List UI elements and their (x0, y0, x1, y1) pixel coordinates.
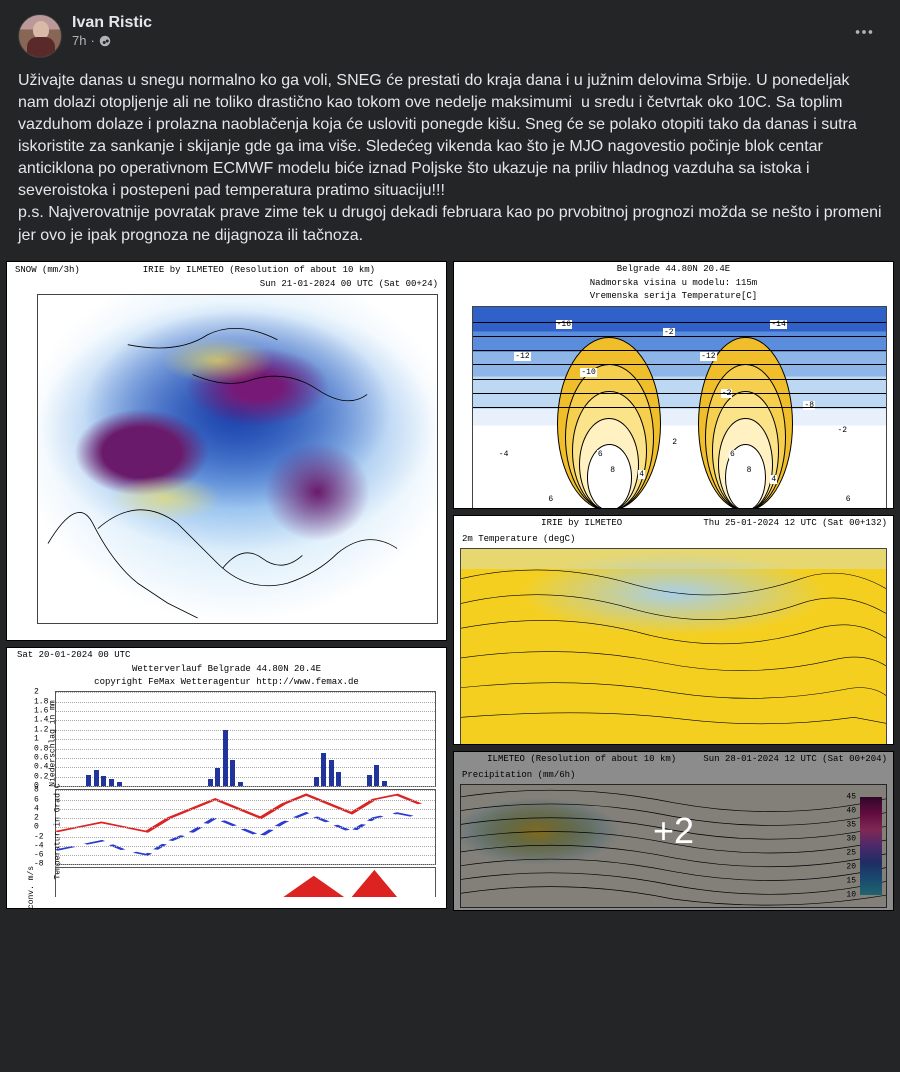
ellipsis-icon (853, 21, 875, 43)
gallery-tile-wetterverlauf[interactable]: Sat 20-01-2024 00 UTC Wetterverlauf Belg… (6, 647, 447, 909)
chart-title: SNOW (mm/3h) IRIE by ILMETEO (Resolution… (7, 262, 446, 280)
post-meta: 7h · (72, 33, 846, 48)
chart-subtitle: Vremenska serija Temperature[C] (454, 289, 893, 303)
chart-title: Sat 20-01-2024 00 UTC (7, 648, 446, 662)
gallery-tile-precip-map[interactable]: ILMETEO (Resolution of about 10 km) Sun … (453, 751, 894, 911)
chart-title: Wetterverlauf Belgrade 44.80N 20.4E (7, 662, 446, 676)
avatar[interactable] (18, 14, 62, 58)
friends-icon (99, 35, 111, 47)
social-post: Ivan Ristic 7h · Uživajte danas u snegu … (0, 0, 900, 247)
post-body: Uživajte danas u snegu normalno ko ga vo… (18, 70, 882, 247)
temperature-panel: Temperatur in Grad C -8-6-4-202468 (55, 789, 436, 865)
temp-map-plot (460, 548, 887, 744)
gallery-tile-temp-contour[interactable]: Belgrade 44.80N 20.4E Nadmorska visina u… (453, 261, 894, 509)
y-label: conv. m/s (27, 866, 36, 909)
author-block: Ivan Ristic 7h · (72, 14, 846, 48)
gallery-tile-snow-map[interactable]: SNOW (mm/3h) IRIE by ILMETEO (Resolution… (6, 261, 447, 641)
contour-layer (461, 549, 886, 744)
gallery-tile-temp-map[interactable]: IRIE by ILMETEO Thu 25-01-2024 12 UTC (S… (453, 515, 894, 745)
more-images-overlay[interactable]: +2 (454, 752, 893, 910)
chart-subtitle: Nadmorska visina u modelu: 115m (454, 276, 893, 290)
more-button[interactable] (846, 14, 882, 50)
conv-panel: conv. m/s (55, 867, 436, 897)
image-gallery: SNOW (mm/3h) IRIE by ILMETEO (Resolution… (0, 247, 900, 917)
meta-dot: · (90, 33, 94, 48)
chart-title: IRIE by ILMETEO Thu 25-01-2024 12 UTC (S… (454, 516, 893, 532)
contour-plot: 7007257507758008258508759009259509751000… (472, 306, 887, 508)
chart-title: Belgrade 44.80N 20.4E (454, 262, 893, 276)
gallery-col-right: Belgrade 44.80N 20.4E Nadmorska visina u… (453, 261, 894, 911)
gallery-col-left: SNOW (mm/3h) IRIE by ILMETEO (Resolution… (6, 261, 447, 911)
precip-panel: Niederschlag in mm 00.20.40.60.811.21.41… (55, 691, 436, 787)
timestamp[interactable]: 7h (72, 33, 86, 48)
coastline-layer (38, 295, 437, 623)
chart-title: copyright FeMax Wetteragentur http://www… (7, 675, 446, 689)
post-header: Ivan Ristic 7h · (18, 14, 882, 58)
chart-subtitle: 2m Temperature (degC) (454, 532, 893, 546)
author-name[interactable]: Ivan Ristic (72, 14, 846, 32)
y-label: Niederschlag in mm (49, 701, 58, 787)
chart-subtitle: Sun 21-01-2024 00 UTC (Sat 00+24) (7, 280, 446, 292)
snow-map-plot (37, 294, 438, 624)
